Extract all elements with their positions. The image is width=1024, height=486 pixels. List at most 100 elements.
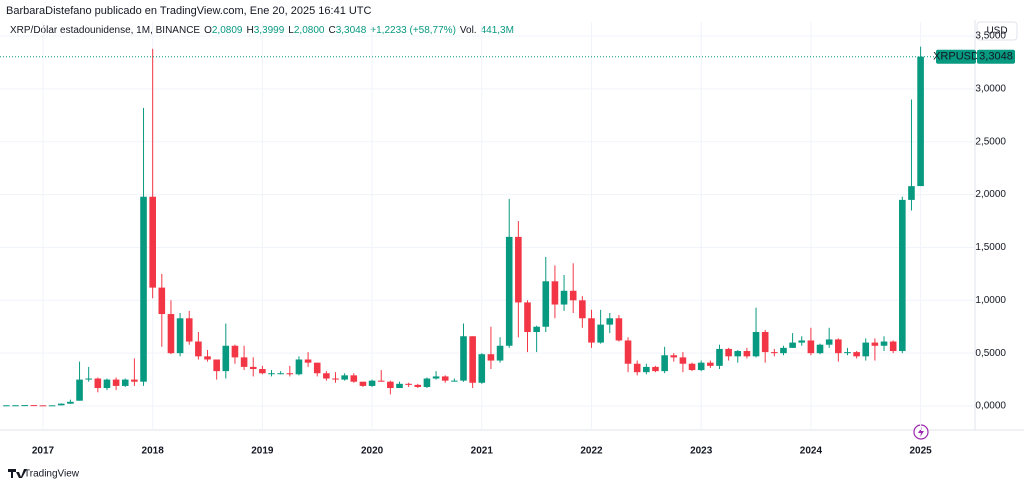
candle-body	[505, 236, 513, 346]
candle-body	[889, 341, 897, 352]
currency: USD	[986, 26, 1007, 37]
candle-body	[615, 318, 623, 341]
candle-body	[579, 300, 586, 319]
candle-body	[761, 332, 769, 353]
candle-body	[158, 287, 166, 315]
candle-body	[131, 379, 138, 382]
candle-body	[414, 384, 422, 387]
x-tick-label: 2021	[471, 446, 494, 457]
x-tick-label: 2017	[32, 446, 55, 457]
symbol-box	[936, 49, 976, 64]
candle-body	[643, 366, 650, 373]
candle-body	[185, 318, 193, 342]
x-tick-label: 2018	[142, 446, 165, 457]
y-tick-label: 2,0000	[975, 189, 1006, 200]
candle-body	[103, 379, 111, 389]
candle-body	[560, 290, 568, 305]
volume: 441,3M	[481, 25, 514, 36]
last-price-label: 3,3048	[979, 51, 1013, 63]
candle-body	[569, 290, 577, 301]
candle-body	[460, 336, 467, 381]
candle-body	[432, 376, 440, 379]
candle-body	[816, 344, 824, 354]
candle-body	[377, 380, 385, 382]
candle-body	[121, 379, 129, 386]
legend: XRP/Dólar estadounidense, 1M, BINANCE O2,…	[10, 25, 514, 36]
candle-body	[496, 345, 504, 361]
candle-body	[515, 236, 522, 303]
candle-body	[551, 281, 559, 305]
candle-body	[277, 373, 284, 375]
candle-body	[478, 354, 486, 383]
candle-body	[825, 339, 833, 345]
currency-box	[976, 21, 1018, 41]
x-tick-label: 2025	[909, 446, 932, 457]
candle-body	[862, 342, 870, 357]
candle-body	[697, 362, 705, 371]
candle-body	[195, 341, 202, 357]
last-price-box	[977, 49, 1015, 64]
candle-body	[734, 351, 742, 357]
candle-body	[469, 336, 476, 383]
candle-body	[231, 345, 239, 358]
candle-body	[679, 357, 687, 364]
candle-body	[451, 380, 458, 382]
candle-body	[871, 342, 879, 346]
candle-body	[487, 354, 495, 361]
ohlc-letter: O	[204, 25, 212, 36]
ohlc-value: 2,0809	[212, 25, 243, 36]
candle-body	[688, 363, 696, 371]
candle-body	[798, 340, 806, 343]
candle-body	[844, 352, 851, 354]
ohlc-letter: L	[288, 25, 294, 36]
candle-body	[313, 362, 321, 374]
candle-body	[67, 401, 74, 404]
x-tick-label: 2024	[800, 446, 823, 457]
candle-body	[542, 281, 550, 327]
candle-body	[295, 359, 303, 375]
symbol: XRPUSD	[933, 51, 979, 63]
candle-body	[30, 405, 38, 407]
candle-body	[396, 383, 403, 389]
y-tick-label: 0,5000	[975, 348, 1006, 359]
candle-body	[39, 405, 47, 407]
candle-body	[533, 326, 540, 333]
x-tick-label: 2020	[361, 446, 384, 457]
candle-body	[606, 318, 614, 325]
candle-body	[323, 373, 330, 379]
candle-body	[48, 405, 56, 407]
candle-body	[853, 352, 860, 357]
instrument: XRP/Dólar estadounidense, 1M, BINANCE	[10, 25, 200, 36]
candle-body	[85, 378, 92, 380]
candle-body	[240, 357, 248, 367]
ohlc-value: 3,3999	[254, 25, 285, 36]
candle-body	[94, 378, 102, 389]
candle-body	[652, 366, 659, 372]
candle-body	[140, 196, 147, 382]
header: BarbaraDistefano publicado en TradingVie…	[6, 5, 372, 17]
x-tick-label: 2022	[580, 446, 603, 457]
candle-body	[341, 375, 348, 380]
candle-body	[707, 362, 714, 366]
candle-body	[222, 345, 230, 372]
candle-body	[588, 318, 595, 343]
grid	[0, 22, 975, 430]
y-tick-label: 1,0000	[975, 295, 1006, 306]
candle-body	[304, 359, 312, 363]
y-tick-label: 2,5000	[975, 136, 1006, 147]
candle-body	[259, 369, 266, 374]
brand-logo	[8, 469, 27, 478]
change: +1,2233 (+58,77%)	[370, 25, 456, 36]
candle-body	[332, 378, 339, 380]
brand: TradingView	[24, 469, 80, 480]
y-tick-label: 3,0000	[975, 84, 1006, 95]
candle-body	[249, 366, 257, 370]
ohlc-letter: C	[328, 25, 335, 36]
candle-body	[670, 355, 678, 358]
candle-body	[423, 378, 431, 387]
ohlc-value: 3,3048	[336, 25, 367, 36]
candle-body	[661, 355, 668, 372]
candle-body	[441, 376, 449, 381]
candle-body	[21, 405, 28, 407]
